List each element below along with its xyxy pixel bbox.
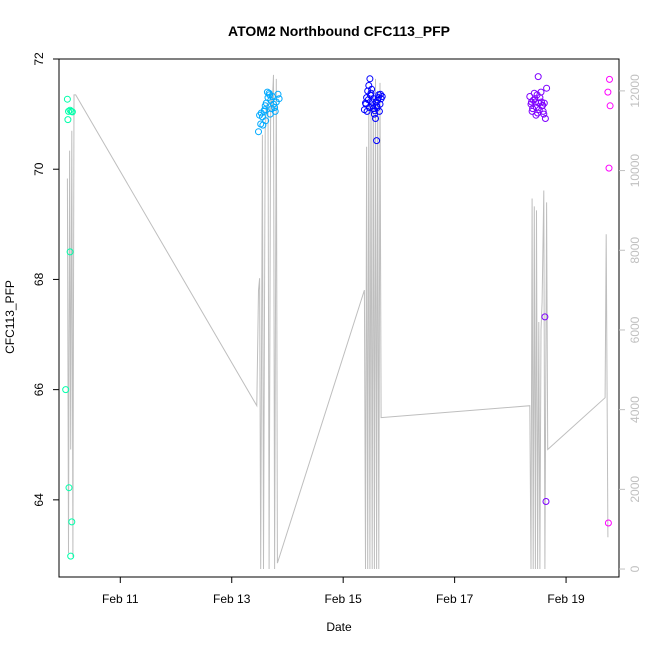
data-point-s3-25 <box>539 101 547 109</box>
data-point-s3-21 <box>538 98 545 106</box>
y2-tick-label-6: 12000 <box>628 74 642 108</box>
data-point-s2-2 <box>363 94 371 102</box>
plot-frame <box>58 58 620 578</box>
y-tick-label-3: 70 <box>32 162 46 176</box>
data-point-s1-23 <box>266 110 274 118</box>
data-point-s2-20 <box>365 104 373 111</box>
data-point-s1-13 <box>263 88 271 96</box>
data-point-s4-3 <box>605 164 613 172</box>
data-point-s4-4 <box>604 519 612 527</box>
data-point-s3-14 <box>541 115 549 122</box>
data-point-s1-20 <box>261 106 269 114</box>
data-point-s3-3 <box>529 96 537 104</box>
data-point-s0-6 <box>66 248 74 256</box>
data-point-s3-15 <box>543 84 551 92</box>
y2-tick-label-5: 10000 <box>628 154 642 188</box>
data-point-s0-7 <box>62 386 70 394</box>
data-point-s2-27 <box>373 104 381 111</box>
data-point-s3-27 <box>542 498 550 505</box>
data-point-s1-10 <box>256 111 264 119</box>
data-point-s1-24 <box>271 104 279 111</box>
altitude-line-layer <box>66 74 609 570</box>
axes-layer: Feb 11 Feb 13 Feb 15 Feb 17 Feb 19 64 66 68 70 72… <box>32 52 642 606</box>
data-point-s0-4 <box>64 116 72 124</box>
data-point-s4-2 <box>606 102 614 110</box>
data-point-s3-26 <box>541 313 549 321</box>
data-point-s3-19 <box>533 91 541 99</box>
data-point-s0-8 <box>65 484 73 492</box>
data-point-s2-10 <box>372 115 379 122</box>
data-point-s3-24 <box>532 111 540 119</box>
point-layer <box>62 73 614 560</box>
data-point-s0-0 <box>63 95 71 103</box>
data-point-s4-1 <box>604 88 612 96</box>
data-point-s1-0 <box>255 128 262 136</box>
data-point-s2-18 <box>363 107 371 115</box>
data-point-s0-5 <box>68 108 76 116</box>
chart-title: ATOM2 Northbound CFC113_PFP <box>228 23 450 39</box>
x-tick-label-0: Feb 11 <box>102 592 139 606</box>
data-point-s4-0 <box>606 75 613 83</box>
data-point-s2-5 <box>366 75 374 83</box>
data-point-s2-31 <box>373 137 381 145</box>
altitude-line <box>66 74 609 570</box>
y-tick-label-0: 64 <box>32 493 46 507</box>
data-point-s0-9 <box>68 518 76 526</box>
data-point-s2-30 <box>377 90 384 98</box>
data-point-s3-23 <box>528 98 535 106</box>
y-tick-label-4: 72 <box>32 52 46 66</box>
data-point-s2-22 <box>368 85 376 93</box>
y-axis-label: CFC113_PFP <box>3 280 17 354</box>
x-tick-label-2: Feb 15 <box>324 592 362 606</box>
data-point-s1-19 <box>275 95 283 103</box>
y-tick-label-2: 68 <box>32 272 46 286</box>
x-tick-label-3: Feb 17 <box>436 592 474 606</box>
y2-tick-label-2: 4000 <box>628 396 642 423</box>
x-tick-label-4: Feb 19 <box>547 592 585 606</box>
data-point-s2-16 <box>378 93 386 100</box>
data-point-s0-1 <box>65 107 72 115</box>
data-point-s3-16 <box>534 73 542 81</box>
data-point-s0-10 <box>67 552 75 560</box>
y2-tick-label-4: 8000 <box>628 237 642 264</box>
y2-tick-label-3: 6000 <box>628 316 642 343</box>
data-point-s3-20 <box>535 106 543 114</box>
x-axis-label: Date <box>326 620 352 634</box>
y2-tick-label-0: 0 <box>628 565 642 572</box>
data-point-s2-29 <box>375 107 383 115</box>
y-tick-label-1: 66 <box>32 383 46 397</box>
x-tick-label-1: Feb 13 <box>213 592 251 606</box>
data-point-s1-21 <box>262 117 270 125</box>
data-point-s3-17 <box>529 105 537 113</box>
data-point-s3-22 <box>540 110 548 118</box>
data-point-s1-22 <box>268 93 276 100</box>
y2-tick-label-1: 2000 <box>628 476 642 503</box>
